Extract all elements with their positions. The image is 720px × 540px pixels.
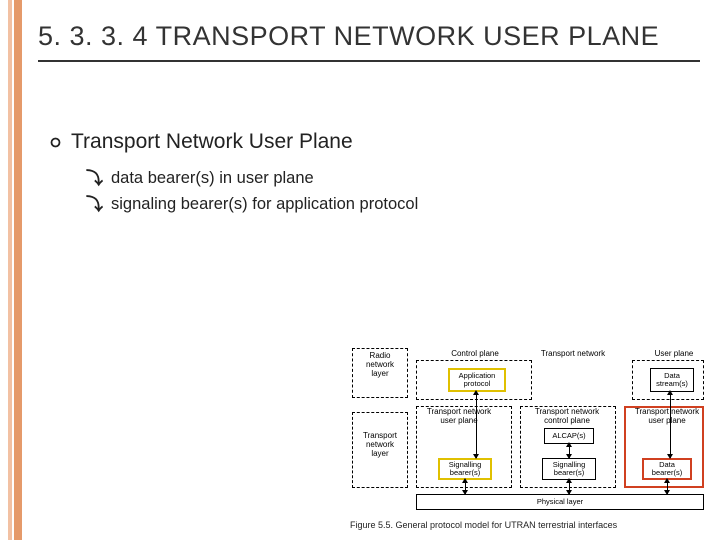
bullet-text: data bearer(s) in user plane [111,166,314,192]
arrow-icon [667,454,673,459]
curly-bullet-icon: ⤵ [86,192,103,218]
arrow-icon [566,442,572,447]
box-sig-bearer-left: Signallingbearer(s) [438,458,492,480]
dash-radio-label [352,348,408,398]
box-sig-bearer-mid: Signallingbearer(s) [542,458,596,480]
arrow-icon [566,454,572,459]
hdr-control: Control plane [440,350,510,359]
box-application-protocol: Applicationprotocol [448,368,506,392]
arrow-icon [566,490,572,495]
slide-title: 5. 3. 3. 4 TRANSPORT NETWORK USER PLANE [38,20,700,62]
arrow-icon [566,478,572,483]
bullet-text: signaling bearer(s) for application prot… [111,192,418,218]
box-data-bearer: Databearer(s) [642,458,692,480]
arrow-icon [667,390,673,395]
protocol-model-figure: Radionetworklayer Control plane Transpor… [350,346,708,528]
hdr-tn: Transport network [528,350,618,359]
ring-bullet-icon [50,137,61,148]
accent-stripes [0,0,28,540]
hdr-user: User plane [646,350,702,359]
bullet-level2: ⤵ data bearer(s) in user plane [86,166,690,192]
diagram: Radionetworklayer Control plane Transpor… [350,346,708,514]
bullet-text: Transport Network User Plane [71,130,353,154]
arrow-icon [462,490,468,495]
arrow-icon [473,454,479,459]
box-data-streams: Datastream(s) [650,368,694,392]
conn-right-1 [670,392,671,458]
conn-left-1 [476,392,477,458]
slide-body: Transport Network User Plane ⤵ data bear… [50,130,690,219]
arrow-icon [664,478,670,483]
lbl-transport-layer: Transportnetworklayer [356,432,404,458]
curly-bullet-icon: ⤵ [86,166,103,192]
arrow-icon [473,390,479,395]
figure-caption: Figure 5.5. General protocol model for U… [350,520,617,530]
box-physical-layer: Physical layer [416,494,704,510]
arrow-icon [664,490,670,495]
bullet-level2: ⤵ signaling bearer(s) for application pr… [86,192,690,218]
bullet-level1: Transport Network User Plane [50,130,690,154]
arrow-icon [462,478,468,483]
